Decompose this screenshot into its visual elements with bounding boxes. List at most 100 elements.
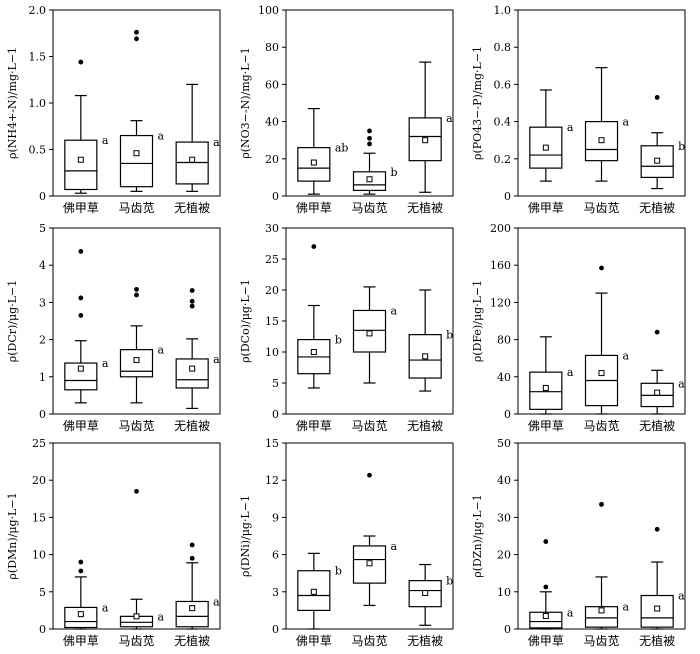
outlier-point <box>367 141 372 147</box>
y-tick-label: 20 <box>32 474 46 487</box>
box-马齿苋 <box>119 134 154 188</box>
y-tick-label: 2.0 <box>29 4 47 17</box>
mean-marker <box>133 150 140 157</box>
y-tick-label: 100 <box>258 4 279 17</box>
box-无植被 <box>175 600 209 628</box>
significance-letter: a <box>391 304 398 317</box>
y-tick-label: 5 <box>39 222 46 235</box>
panel-5: 0 5 10 15 20 25 30 ρ(DCo)/μg·L−1 b 佛甲草 a 马齿苋 b 无植被 <box>239 222 454 433</box>
mean-marker <box>77 365 84 372</box>
y-axis-label: ρ(DZn)/μg·L−1 <box>471 494 484 578</box>
x-tick-label: 无植被 <box>407 633 443 648</box>
x-tick-label: 马齿苋 <box>351 634 387 648</box>
significance-letter: a <box>678 590 685 603</box>
box-佛甲草 <box>64 139 98 191</box>
y-tick-label: 60 <box>265 78 279 91</box>
mean-marker <box>366 176 373 183</box>
outlier-point <box>134 36 139 42</box>
outlier-point <box>134 286 139 292</box>
panel-4: 0 1 2 3 4 5 ρ(DCr)/μg·L−1 a 佛甲草 a 马齿苋 a 无植被 <box>6 222 221 433</box>
x-tick-label: 无植被 <box>174 200 210 215</box>
significance-letter: b <box>446 575 453 588</box>
y-tick-label: 20 <box>497 549 511 562</box>
y-tick-label: 50 <box>497 437 511 450</box>
outlier-point <box>654 526 660 532</box>
mean-marker <box>133 613 140 620</box>
x-tick-label: 马齿苋 <box>583 201 619 215</box>
y-tick-label: 20 <box>265 153 279 166</box>
y-tick-label: 0 <box>39 408 46 421</box>
y-axis-label: ρ(NH4+-N)/mg·L−1 <box>6 47 19 159</box>
panel-8: 0 3 6 9 12 15 ρ(DNi)/μg·L−1 b 佛甲草 a 马齿苋 b 无植被 <box>239 437 454 648</box>
plot-frame <box>285 9 454 197</box>
y-tick-label: 10 <box>265 346 279 359</box>
x-tick-label: 马齿苋 <box>118 419 154 433</box>
significance-letter: a <box>213 353 220 366</box>
significance-letter: a <box>102 601 109 614</box>
y-tick-label: 40 <box>497 371 511 384</box>
outlier-point <box>134 29 139 35</box>
y-tick-label: 12 <box>265 474 279 487</box>
outlier-point <box>78 59 84 65</box>
panel-6: 0 40 80 120 160 200 ρ(DFe)/μg·L−1 a 佛甲草 a 马齿苋 a 无植被 <box>471 222 686 433</box>
x-tick-label: 佛甲草 <box>296 634 332 648</box>
y-tick-label: 120 <box>490 296 511 309</box>
x-tick-label: 马齿苋 <box>118 201 154 215</box>
significance-letter: a <box>213 136 220 149</box>
outlier-point <box>367 472 372 478</box>
outlier-point <box>654 329 660 335</box>
panel-2: 0 20 40 60 80 100 ρ(NO3−-N)/mg·L−1 ab 佛甲草 b 马齿苋 a 无植… <box>239 4 454 215</box>
outlier-point <box>189 542 195 548</box>
outlier-point <box>367 128 372 134</box>
plot-frame <box>285 442 454 630</box>
plot-frame <box>517 9 686 197</box>
y-tick-label: 5 <box>272 377 279 390</box>
y-tick-label: 80 <box>497 334 511 347</box>
y-tick-label: 0 <box>272 623 279 636</box>
significance-letter: a <box>102 134 109 147</box>
significance-letter: ab <box>335 142 349 155</box>
panel-7: 0 5 10 15 20 25 ρ(DMn)/μg·L−1 a 佛甲草 a 马齿苋 a 无植被 <box>6 437 221 648</box>
mean-marker <box>598 607 605 614</box>
x-tick-label: 马齿苋 <box>351 419 387 433</box>
y-tick-label: 0.8 <box>494 41 512 54</box>
box-佛甲草 <box>529 611 563 629</box>
panel-1: 0 0.5 1.0 1.5 2.0 ρ(NH4+-N)/mg·L−1 a 佛甲草 a 马齿苋 a 无植… <box>6 4 221 215</box>
significance-letter: a <box>102 357 109 370</box>
significance-letter: b <box>335 334 342 347</box>
outlier-point <box>311 244 317 250</box>
plot-frame <box>52 227 221 415</box>
outlier-point <box>189 298 195 304</box>
outlier-point <box>543 539 549 544</box>
mean-marker <box>422 137 429 144</box>
x-tick-label: 佛甲草 <box>296 201 332 215</box>
x-tick-label: 无植被 <box>407 418 443 433</box>
x-tick-label: 无植被 <box>639 418 675 433</box>
y-tick-label: 0 <box>504 623 511 636</box>
y-axis-label: ρ(DCo)/μg·L−1 <box>239 279 252 363</box>
x-tick-label: 佛甲草 <box>528 634 564 648</box>
x-tick-label: 佛甲草 <box>296 419 332 433</box>
y-tick-label: 0.4 <box>494 116 512 129</box>
outlier-point <box>189 288 195 293</box>
mean-marker <box>310 588 317 595</box>
box-佛甲草 <box>297 147 331 182</box>
mean-marker <box>422 353 429 360</box>
mean-marker <box>598 370 605 377</box>
y-tick-label: 0.6 <box>494 78 512 91</box>
significance-letter: a <box>446 112 453 125</box>
outlier-point <box>78 249 84 254</box>
y-tick-label: 30 <box>497 511 511 524</box>
mean-marker <box>542 612 549 619</box>
x-tick-label: 无植被 <box>174 418 210 433</box>
significance-letter: a <box>678 377 685 390</box>
y-axis-label: ρ(PO43−-P)/mg·L−1 <box>471 46 484 160</box>
outlier-point <box>599 501 604 507</box>
mean-marker <box>77 611 84 618</box>
outlier-point <box>543 584 549 590</box>
y-tick-label: 4 <box>39 259 46 272</box>
box-马齿苋 <box>119 349 154 378</box>
y-tick-label: 0 <box>272 408 279 421</box>
y-tick-label: 200 <box>490 222 511 235</box>
y-axis-label: ρ(DNi)/μg·L−1 <box>239 495 252 577</box>
